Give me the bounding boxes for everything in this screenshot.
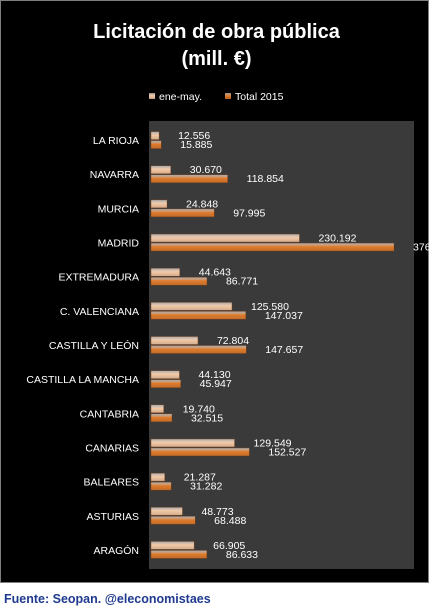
bar-0 xyxy=(150,233,300,243)
value-label-0: 19.740 xyxy=(183,403,215,415)
plot-area xyxy=(149,121,414,569)
value-label-0: 66.905 xyxy=(213,540,245,552)
chart-title: Licitación de obra pública (mill. €) xyxy=(1,19,431,73)
category-label: ARAGÓN xyxy=(93,544,139,557)
bar-0 xyxy=(150,370,180,379)
value-label-1: 45.947 xyxy=(200,378,232,390)
value-label-0: 21.287 xyxy=(184,472,216,484)
chart-title-line2: (mill. €) xyxy=(181,48,252,70)
value-label-1: 68.488 xyxy=(214,515,246,527)
value-label-1: 147.037 xyxy=(265,310,303,322)
value-label-1: 32.515 xyxy=(191,412,223,424)
category-label: CASTILLA LA MANCHA xyxy=(26,374,139,386)
bar-1 xyxy=(150,481,172,491)
value-label-1: 97.995 xyxy=(233,207,265,219)
bar-1 xyxy=(150,174,228,183)
value-label-0: 230.192 xyxy=(318,233,356,245)
chart-frame: Licitación de obra pública (mill. €) ene… xyxy=(0,0,431,583)
bar-0 xyxy=(150,472,165,482)
value-label-0: 44.130 xyxy=(198,369,230,381)
value-label-0: 125.580 xyxy=(251,301,289,313)
value-label-1: 147.657 xyxy=(265,344,303,356)
value-label-1: 86.633 xyxy=(226,549,258,561)
value-label-0: 24.848 xyxy=(186,198,218,210)
category-label: BALEARES xyxy=(84,477,139,489)
bar-chart: ene-may. Total 2015 LA RIOJA NAVARRA MURCIA… xyxy=(26,91,430,569)
value-label-1: 86.771 xyxy=(226,276,258,288)
bar-0 xyxy=(150,267,180,277)
category-label: MADRID xyxy=(98,238,140,250)
value-label-1: 376.787 xyxy=(413,242,430,254)
bars xyxy=(150,131,395,559)
bar-1 xyxy=(150,345,247,354)
bar-0 xyxy=(150,199,168,209)
value-label-0: 48.773 xyxy=(201,506,233,518)
legend-label-1: Total 2015 xyxy=(235,91,284,103)
bar-1 xyxy=(150,140,162,149)
category-label: NAVARRA xyxy=(90,169,139,181)
value-label-0: 30.670 xyxy=(190,164,222,176)
legend-swatch-0 xyxy=(149,93,155,99)
category-label: MURCIA xyxy=(98,203,139,215)
value-label-0: 44.643 xyxy=(199,267,231,279)
value-label-1: 15.885 xyxy=(180,139,212,151)
bar-0 xyxy=(150,131,160,140)
value-label-1: 152.527 xyxy=(268,446,306,458)
bar-1 xyxy=(150,276,208,286)
value-label-0: 72.804 xyxy=(217,335,249,347)
bar-1 xyxy=(150,516,196,525)
bar-0 xyxy=(150,336,199,345)
category-labels: LA RIOJA NAVARRA MURCIA MADRID EXTREMADURA C.… xyxy=(26,135,139,557)
category-label: EXTREMADURA xyxy=(58,272,139,284)
category-label: C. VALENCIANA xyxy=(60,306,139,318)
category-label: CANTABRIA xyxy=(80,408,139,420)
bar-0 xyxy=(150,165,171,174)
bar-1 xyxy=(150,311,247,320)
category-label: CASTILLA Y LEÓN xyxy=(49,339,139,352)
bar-0 xyxy=(150,541,195,550)
legend-label-0: ene-may. xyxy=(159,91,202,103)
category-label: CANARIAS xyxy=(85,442,139,454)
bar-1 xyxy=(150,550,208,559)
value-label-1: 31.282 xyxy=(190,481,222,493)
legend-swatch-1 xyxy=(225,93,231,99)
value-label-0: 12.556 xyxy=(178,130,210,142)
bar-0 xyxy=(150,302,233,311)
bar-1 xyxy=(150,379,181,388)
value-label-0: 129.549 xyxy=(254,437,292,449)
bar-0 xyxy=(150,438,235,448)
bar-1 xyxy=(150,208,215,218)
bar-1 xyxy=(150,242,395,252)
chart-title-line1: Licitación de obra pública xyxy=(93,21,340,43)
source-note: Fuente: Seopan. @eleconomistaes xyxy=(4,592,211,606)
category-label: LA RIOJA xyxy=(93,135,139,147)
bar-1 xyxy=(150,413,173,423)
value-label-1: 118.854 xyxy=(247,173,284,185)
bar-0 xyxy=(150,507,183,516)
bar-1 xyxy=(150,447,250,457)
category-label: ASTURIAS xyxy=(86,511,139,523)
legend: ene-may. Total 2015 xyxy=(149,91,284,103)
bar-0 xyxy=(150,404,164,414)
